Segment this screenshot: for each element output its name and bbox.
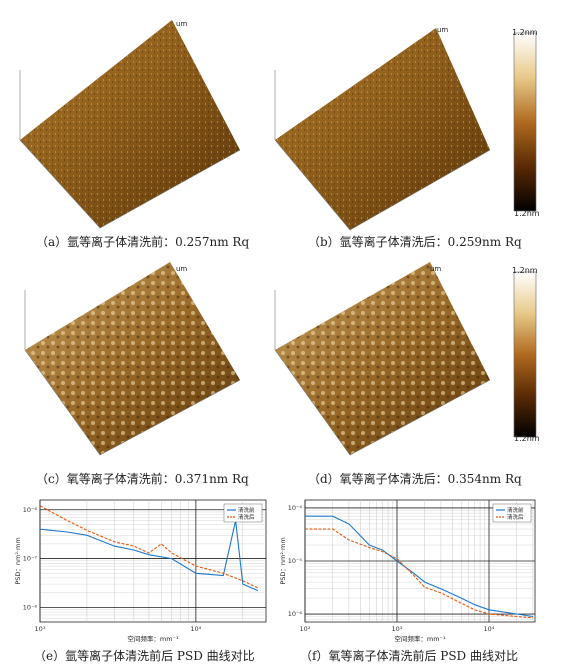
colorbar-top-min: 1.2nm [514,209,540,218]
x-tick-label: 10³ [392,625,403,633]
colorbar-bottom-min: 1.2nm [514,434,540,443]
axis-unit-c: um [176,265,188,273]
series-line-before [39,520,259,592]
x-tick-label: 10⁴ [190,625,201,633]
y-tick-label: 10⁻⁵ [288,557,303,565]
y-axis-label: PSD：nm²·mm [14,537,22,584]
legend-label: 清洗后 [238,513,255,521]
caption-a: （a）氩等离子体清洗前：0.257nm Rq [36,235,250,249]
caption-e: （e）氩等离子体清洗前后 PSD 曲线对比 [34,649,255,663]
colorbar-bottom-max: 1.2nm [512,266,538,275]
colorbar-top [513,32,537,212]
x-axis-label: 空间频率：mm⁻¹ [127,634,179,643]
caption-c: （c）氧等离子体清洗前：0.371nm Rq [36,472,249,486]
x-axis-label: 空间频率：mm⁻¹ [394,634,446,643]
colorbar-bottom [513,271,537,438]
x-tick-label: 10⁴ [484,625,495,633]
legend-label: 清洗后 [507,513,524,521]
caption-f: （f）氧等离子体清洗前后 PSD 曲线对比 [300,649,518,663]
series-line-before [305,515,533,618]
legend-label: 清洗前 [238,506,255,514]
series-line-after [305,528,533,619]
y-tick-label: 10⁻⁶ [23,506,38,514]
caption-d: （d）氧等离子体清洗后：0.354nm Rq [308,472,522,486]
axis-unit-a: um [176,20,188,28]
y-axis-label: PSD：nm²·mm [279,537,287,584]
colorbar-top-max: 1.2nm [512,28,538,37]
axis-unit-b: um [437,26,449,34]
afm-surface-d [274,262,491,456]
x-tick-label: 10² [300,625,311,633]
legend-label: 清洗前 [507,506,524,514]
y-tick-label: 10⁻⁶ [288,610,303,618]
y-tick-label: 10⁻⁷ [23,555,38,563]
axis-unit-d: um [430,265,442,273]
afm-surface-b [274,28,491,231]
x-tick-label: 10³ [35,625,46,633]
series-line-after [39,505,259,589]
afm-surface-a [19,20,241,229]
caption-b: （b）氩等离子体清洗后：0.259nm Rq [308,235,522,249]
y-tick-label: 10⁻⁴ [288,504,303,512]
y-tick-label: 10⁻⁸ [23,603,38,611]
afm-surface-c [24,262,241,456]
